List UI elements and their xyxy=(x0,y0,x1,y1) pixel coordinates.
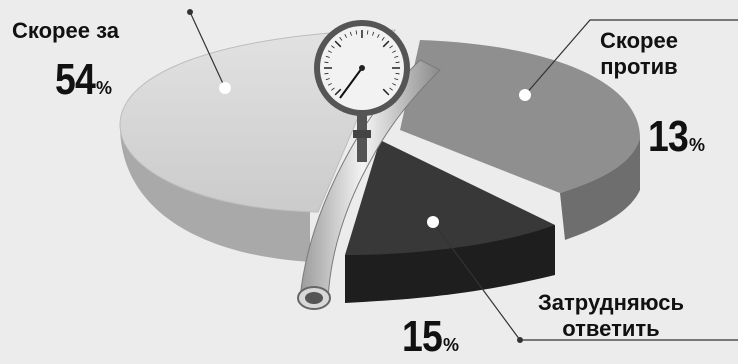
gauge-tick xyxy=(325,55,330,58)
gauge-tick xyxy=(395,61,400,64)
gauge-tick xyxy=(327,83,332,86)
gauge-needle xyxy=(339,67,363,99)
value-za: 54% xyxy=(55,55,112,105)
value-zatr-sign: % xyxy=(442,335,459,355)
leader-protiv xyxy=(524,19,738,96)
dot-zatr xyxy=(427,216,439,228)
gauge-tick xyxy=(355,30,358,35)
label-zatr: Затрудняюсь ответить xyxy=(538,290,684,342)
slice-zatr xyxy=(345,140,555,255)
label-protiv-line2: против xyxy=(600,54,678,79)
gauge-tick xyxy=(331,87,335,91)
gauge-tick xyxy=(392,83,397,86)
gauge-tick xyxy=(366,30,369,35)
gauge-tick xyxy=(381,37,385,41)
gauge-tick xyxy=(382,88,390,96)
label-protiv-line1: Скорее xyxy=(600,28,678,53)
leader-za xyxy=(189,11,226,89)
gauge-tick xyxy=(325,78,330,81)
gauge-tick xyxy=(331,45,335,49)
gauge-tick xyxy=(324,61,329,64)
label-zatr-line2: ответить xyxy=(562,316,660,341)
gauge-tick xyxy=(324,72,329,75)
pipe xyxy=(299,59,441,301)
value-za-number: 54 xyxy=(55,55,96,104)
slice-side-protiv xyxy=(560,138,640,240)
value-zatr-number: 15 xyxy=(402,312,443,361)
gauge-tick xyxy=(344,33,347,38)
label-protiv: Скорее против xyxy=(600,28,678,80)
value-protiv-sign: % xyxy=(688,135,705,155)
gauge-tick xyxy=(389,45,393,49)
gauge-tick xyxy=(372,31,375,36)
slice-side-zatr xyxy=(345,225,555,303)
gauge-tick xyxy=(395,72,400,75)
value-zatr: 15% xyxy=(402,312,459,362)
gauge-tick xyxy=(389,87,393,91)
value-protiv-number: 13 xyxy=(648,112,689,161)
label-za: Скорее за xyxy=(12,18,119,43)
dot-protiv xyxy=(519,89,531,101)
gauge-tick xyxy=(394,78,399,81)
gauge-tick xyxy=(394,55,399,58)
label-zatr-line1: Затрудняюсь xyxy=(538,290,684,315)
gauge-tick xyxy=(334,40,342,48)
value-protiv: 13% xyxy=(648,112,705,162)
dot-za xyxy=(219,82,231,94)
gauge-tick xyxy=(382,40,390,48)
gauge-tick xyxy=(392,50,397,53)
gauge-tick xyxy=(327,50,332,53)
gauge-tick xyxy=(334,88,342,96)
gauge-tick xyxy=(349,31,352,36)
gauge-tick xyxy=(339,37,343,41)
slice-protiv xyxy=(400,40,640,193)
value-za-sign: % xyxy=(95,78,112,98)
gauge-tick xyxy=(377,33,380,38)
